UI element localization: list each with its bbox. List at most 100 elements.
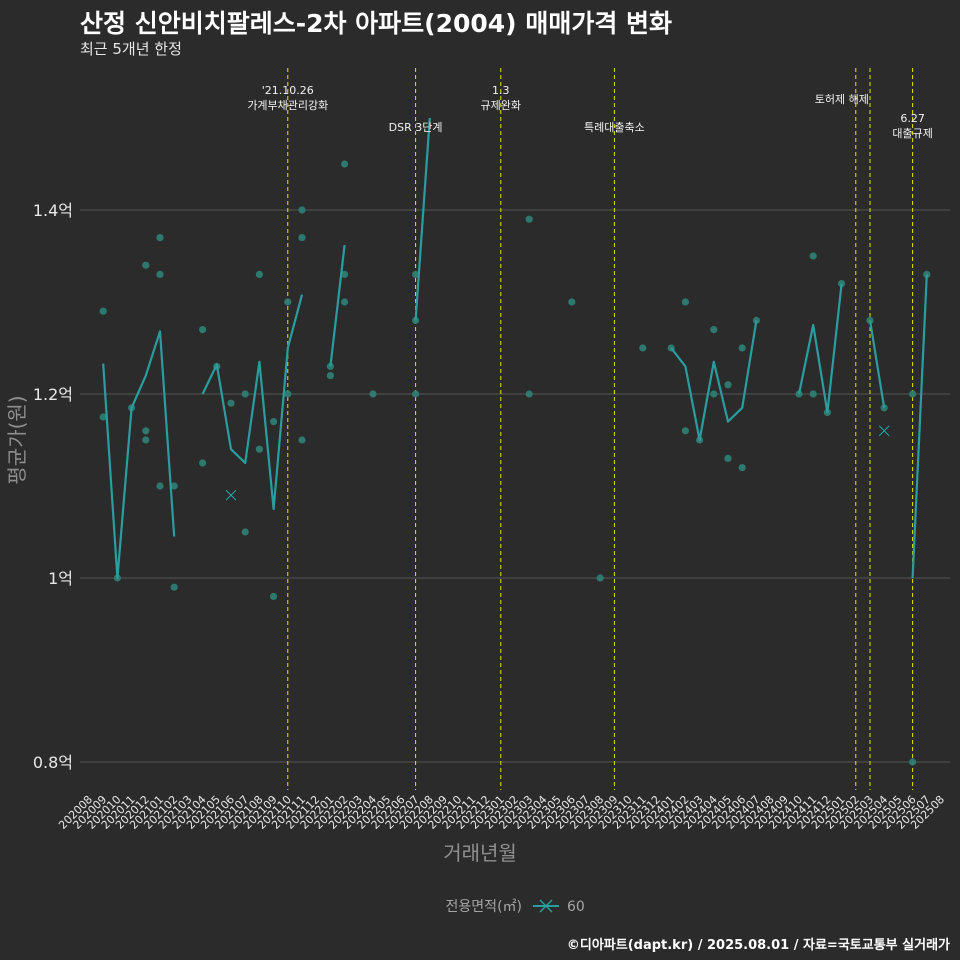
scatter-point xyxy=(568,298,576,306)
event-annotation-line: 가계부채관리강화 xyxy=(247,99,328,112)
scatter-point xyxy=(412,390,420,398)
scatter-point xyxy=(710,326,718,334)
scatter-point xyxy=(909,390,917,398)
event-annotation-line: DSR 3단계 xyxy=(389,121,443,134)
scatter-point xyxy=(923,270,931,278)
legend-title: 전용면적(㎡) xyxy=(446,899,522,915)
scatter-point xyxy=(909,758,917,766)
y-tick-label: 1.4억 xyxy=(33,201,73,220)
scatter-point xyxy=(525,390,533,398)
scatter-point xyxy=(525,215,533,223)
scatter-point xyxy=(170,583,178,591)
scatter-points xyxy=(99,160,931,766)
event-annotation-line: 규제완화 xyxy=(481,99,521,112)
chart-title: 산정 신안비치팔레스-2차 아파트(2004) 매매가격 변화 xyxy=(80,9,673,38)
series-line-segment xyxy=(868,320,886,408)
x-tick-labels: 2020082020092020102020112020122021012021… xyxy=(56,793,947,832)
event-annotation-line: 특례대출축소 xyxy=(584,121,645,134)
series-line-segment xyxy=(911,274,928,579)
legend-label: 60 xyxy=(567,899,585,915)
event-annotation-line: 토허제 해제 xyxy=(815,92,869,106)
scatter-point xyxy=(412,270,420,278)
x-marker xyxy=(878,425,890,437)
scatter-point xyxy=(341,270,349,278)
series-line-segment xyxy=(102,330,176,580)
scatter-point xyxy=(156,482,164,490)
scatter-point xyxy=(99,307,107,315)
scatter-point xyxy=(341,160,349,168)
y-tick-label: 0.8억 xyxy=(33,753,73,772)
scatter-point xyxy=(199,459,207,467)
scatter-point xyxy=(99,413,107,421)
series-line-segment xyxy=(670,320,758,442)
event-annotation-line: 1.3 xyxy=(492,84,510,97)
scatter-point xyxy=(241,390,249,398)
scatter-point xyxy=(170,482,178,490)
scatter-point xyxy=(227,399,235,407)
scatter-point xyxy=(142,261,150,269)
series-line-segment xyxy=(329,244,346,367)
event-annotation: 토허제 해제 xyxy=(815,92,869,106)
scatter-point xyxy=(710,390,718,398)
scatter-point xyxy=(738,344,746,352)
series-line-segment xyxy=(201,294,304,511)
scatter-point xyxy=(298,436,306,444)
event-annotation-line: 대출규제 xyxy=(892,127,932,140)
scatter-point xyxy=(298,234,306,242)
chart-subtitle: 최근 5개년 한정 xyxy=(80,40,182,58)
x-axis-title: 거래년월 xyxy=(443,841,517,865)
scatter-point xyxy=(326,372,334,380)
scatter-point xyxy=(880,404,888,412)
scatter-point xyxy=(681,427,690,435)
event-annotation: DSR 3단계 xyxy=(389,121,443,134)
legend-x-key-2 xyxy=(539,899,553,913)
y-tick-labels: 0.8억 1억 1.2억 1.4억 xyxy=(33,201,73,772)
price-line xyxy=(102,117,928,580)
scatter-point xyxy=(724,454,732,462)
scatter-point xyxy=(639,344,647,352)
scatter-point xyxy=(681,298,690,306)
y-axis-title: 평균가(원) xyxy=(5,395,29,484)
scatter-point xyxy=(596,574,604,582)
y-tick-label: 1.2억 xyxy=(33,385,73,404)
event-annotation: '21.10.26 가계부채관리강화 xyxy=(247,84,328,112)
scatter-point xyxy=(156,234,164,242)
x-markers xyxy=(225,425,890,501)
source-caption: ©디아파트(dapt.kr) / 2025.08.01 / 자료=국토교통부 실… xyxy=(566,938,950,953)
scatter-point xyxy=(255,445,263,453)
scatter-point xyxy=(809,252,817,260)
x-marker-stroke xyxy=(878,425,890,437)
legend: 전용면적(㎡) 60 xyxy=(446,899,585,915)
scatter-point xyxy=(241,528,249,536)
scatter-point xyxy=(255,270,263,278)
scatter-point xyxy=(199,326,207,334)
scatter-point xyxy=(284,390,292,398)
y-tick-label: 1억 xyxy=(48,569,73,588)
x-marker xyxy=(225,489,237,501)
scatter-point xyxy=(724,381,732,389)
event-annotation: 6.27 대출규제 xyxy=(892,112,932,140)
scatter-point xyxy=(142,427,150,435)
scatter-point xyxy=(809,390,817,398)
scatter-point xyxy=(369,390,377,398)
scatter-point xyxy=(738,464,746,472)
gridlines xyxy=(80,209,950,763)
scatter-point xyxy=(142,436,150,444)
series-line-segment xyxy=(797,283,843,414)
x-marker-stroke xyxy=(225,489,237,501)
scatter-point xyxy=(156,270,164,278)
scatter-point xyxy=(270,592,278,601)
scatter-point xyxy=(284,298,292,306)
scatter-point xyxy=(298,206,306,214)
event-annotation-line: 6.27 xyxy=(900,112,925,125)
event-annotation: 특례대출축소 xyxy=(584,121,645,134)
event-lines xyxy=(287,68,914,790)
event-annotation: 1.3 규제완화 xyxy=(481,84,521,112)
scatter-point xyxy=(341,298,349,306)
scatter-point xyxy=(270,418,278,426)
event-annotation-line: '21.10.26 xyxy=(262,84,314,97)
series-line-segment xyxy=(414,117,431,321)
